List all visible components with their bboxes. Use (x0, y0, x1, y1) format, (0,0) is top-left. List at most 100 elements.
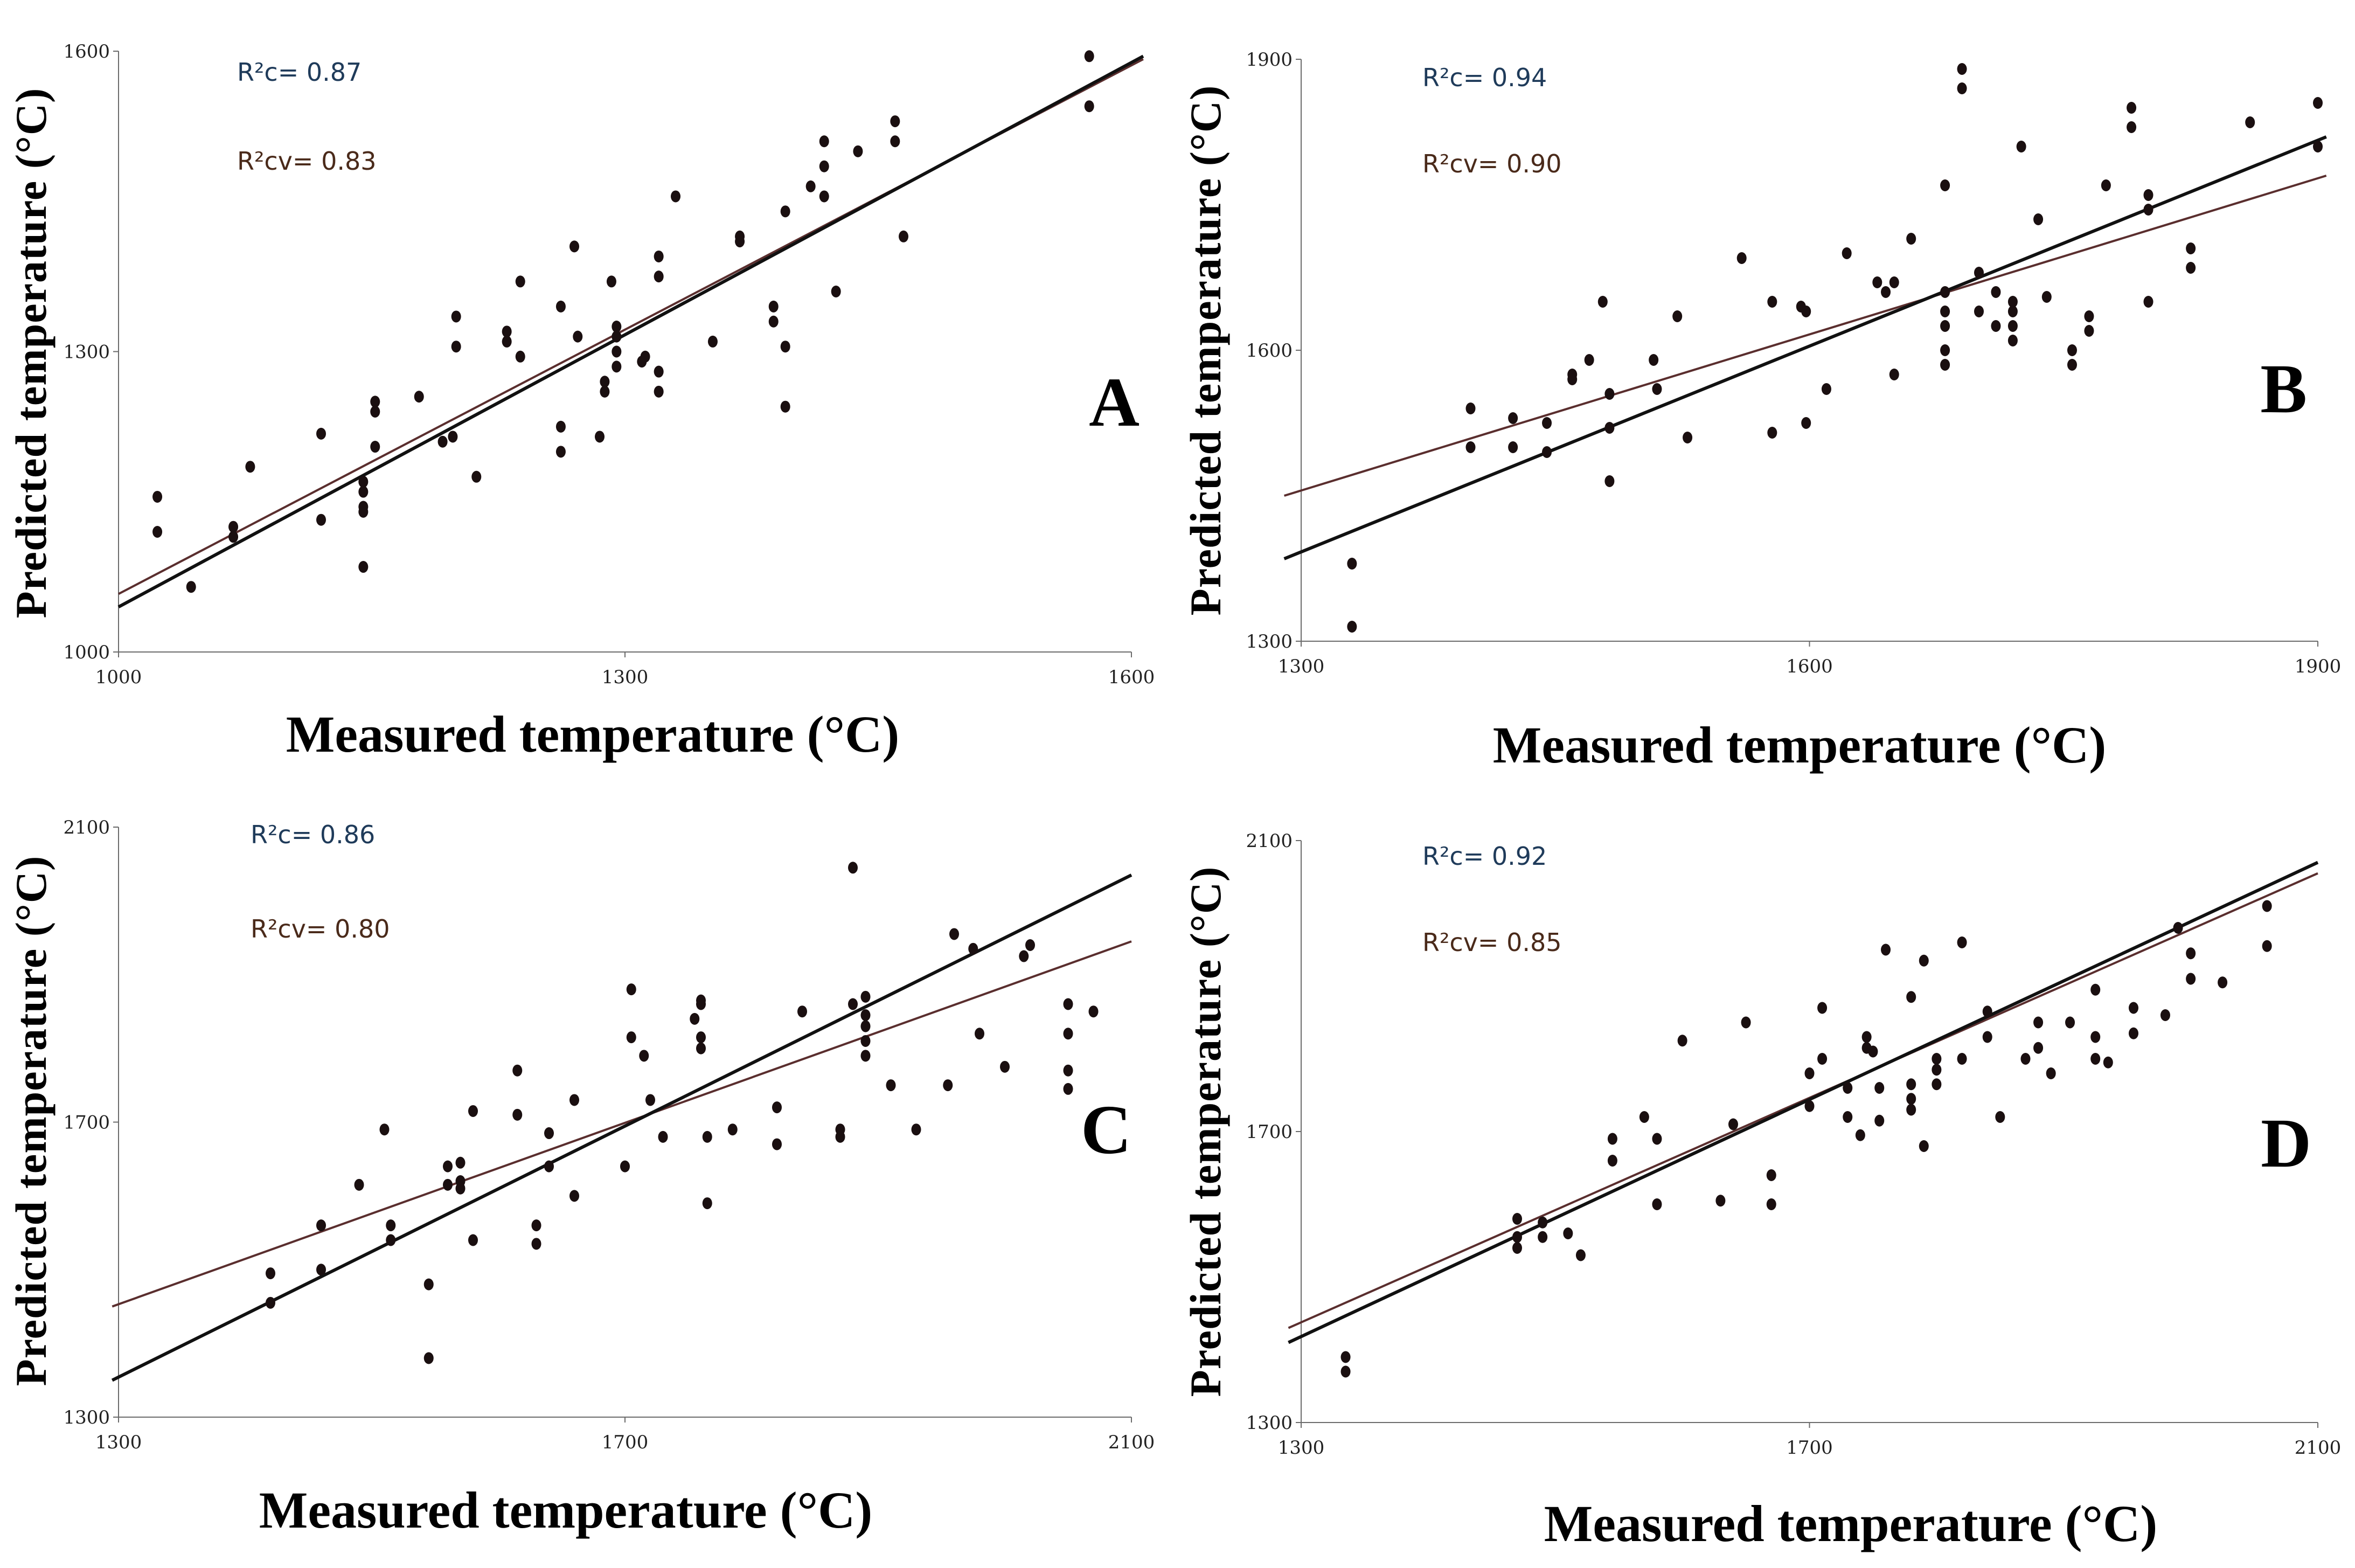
y-tick-label: 1300 (63, 1407, 110, 1428)
data-point (266, 1296, 275, 1309)
data-point (1821, 383, 1831, 395)
data-point (1991, 286, 2001, 298)
data-point (569, 240, 579, 253)
data-point (358, 561, 369, 573)
data-point (612, 345, 622, 358)
data-point (1940, 320, 1950, 332)
x-tick-label: 1300 (1278, 1437, 1325, 1459)
calibration-fit-line (111, 873, 1133, 1382)
data-point (502, 335, 512, 348)
data-point (600, 376, 610, 388)
data-point (1940, 179, 1950, 191)
data-point (451, 341, 461, 353)
data-point (555, 300, 566, 313)
data-point (1607, 1133, 1617, 1145)
data-point (1604, 388, 1615, 400)
data-point (1957, 63, 1967, 75)
data-point (370, 441, 380, 453)
data-point (707, 335, 718, 348)
data-point (975, 1028, 984, 1040)
data-point (1084, 100, 1094, 113)
data-point (2101, 179, 2111, 191)
y-axis-label: Predicted temperature (°C) (6, 856, 55, 1386)
data-point (386, 1219, 396, 1232)
data-point (1512, 1213, 1522, 1225)
data-point (819, 190, 829, 203)
data-point (1063, 1028, 1073, 1040)
data-point (1542, 446, 1552, 458)
data-point (696, 998, 706, 1010)
data-point (2186, 262, 2196, 274)
data-point (370, 406, 380, 418)
y-axis-label: Predicted temperature (°C) (1181, 85, 1230, 616)
data-point (772, 1138, 782, 1150)
data-point (860, 1009, 871, 1022)
data-point (1088, 1005, 1099, 1018)
data-point (1508, 412, 1518, 424)
data-point (316, 1219, 326, 1232)
data-point (1340, 1365, 1351, 1378)
data-point (2143, 204, 2153, 216)
data-point (2090, 1053, 2101, 1065)
r2-cross-validation-label: R²cv= 0.83 (237, 147, 377, 176)
data-point (1597, 296, 1608, 308)
data-point (2067, 344, 2077, 356)
y-tick-label: 1900 (1246, 49, 1293, 71)
data-point (1872, 276, 1882, 288)
data-point (1861, 1031, 1872, 1043)
data-point (654, 385, 664, 398)
panel-d: 1300 1700 2100 1300 1700 2100 R²c= 0.92 R²cv= 0… (1181, 830, 2341, 1552)
data-point (2007, 296, 2018, 308)
data-point (228, 531, 239, 543)
data-point (379, 1123, 390, 1136)
data-point (2262, 900, 2272, 912)
data-point (2186, 242, 2196, 254)
y-tick-label: 1300 (1246, 1412, 1293, 1434)
data-point (354, 1178, 364, 1191)
data-point (152, 526, 163, 538)
data-point (860, 1035, 871, 1047)
data-point (1995, 1111, 2005, 1123)
data-point (1683, 432, 1693, 443)
data-point (819, 135, 829, 148)
data-point (2065, 1016, 2075, 1029)
data-point (1766, 1198, 1776, 1210)
data-point (2046, 1067, 2056, 1079)
data-point (1677, 1035, 1687, 1047)
data-point (911, 1123, 921, 1136)
data-point (515, 275, 525, 288)
y-tick-label: 2100 (1246, 830, 1293, 852)
data-point (569, 1190, 579, 1202)
data-point (1974, 306, 1984, 317)
x-axis-label: Measured temperature (°C) (1493, 716, 2107, 774)
data-point (228, 521, 239, 533)
y-tick-label: 2100 (63, 817, 110, 838)
data-point (555, 420, 566, 433)
x-tick-label: 1600 (1108, 667, 1155, 688)
data-point (835, 1130, 845, 1143)
data-point (1715, 1195, 1726, 1207)
data-point (1084, 50, 1094, 63)
r2-calibration-label: R²c= 0.94 (1422, 63, 1547, 92)
data-point (531, 1219, 541, 1232)
data-point (471, 470, 482, 483)
data-point (1932, 1078, 1942, 1091)
data-point (1881, 286, 1891, 298)
data-point (943, 1079, 953, 1092)
data-point (620, 1160, 630, 1172)
data-point (1652, 1198, 1662, 1210)
data-point (2160, 1009, 2170, 1021)
data-point (645, 1094, 655, 1106)
data-point (1019, 950, 1029, 962)
data-point (848, 998, 858, 1010)
data-point (1889, 276, 1899, 288)
data-point (696, 1031, 706, 1044)
x-axis-label: Measured temperature (°C) (286, 705, 900, 763)
data-point (1843, 1111, 1853, 1123)
data-point (2041, 291, 2052, 303)
data-point (2090, 983, 2101, 996)
data-point (316, 427, 326, 440)
data-point (2033, 1016, 2044, 1029)
data-point (848, 862, 858, 874)
r2-calibration-label: R²c= 0.86 (251, 820, 375, 849)
